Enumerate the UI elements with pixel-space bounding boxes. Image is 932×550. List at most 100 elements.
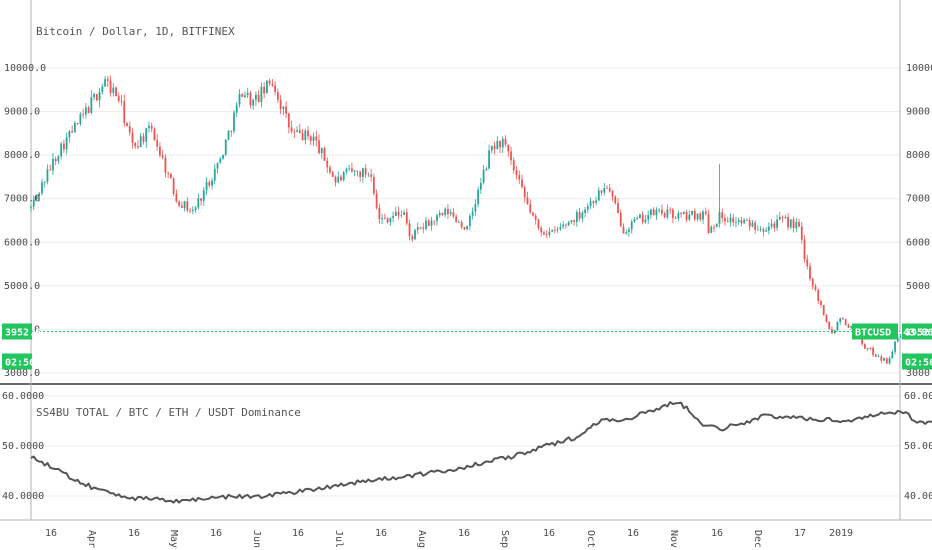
last-price-tag-right: 3952.6 (905, 327, 932, 338)
countdown-tag-left: 02:56:16 (5, 357, 53, 368)
dominance-tick-label-left: 60.0000 (2, 391, 44, 402)
candle-body (271, 83, 274, 86)
candle-body (381, 218, 384, 220)
candle-body (707, 213, 710, 233)
candle-body (617, 203, 619, 213)
dominance-line[interactable] (30, 401, 932, 504)
time-tick-label: Apr (86, 530, 97, 548)
candle-body (230, 130, 233, 132)
candle-body (611, 191, 614, 197)
candle-body (584, 209, 586, 213)
candle-body (397, 211, 400, 216)
candle-body (411, 236, 414, 240)
candle-body (386, 218, 389, 223)
candle-body (430, 220, 433, 226)
candle-body (523, 187, 526, 198)
candle-body (677, 212, 680, 219)
candle-body (732, 217, 735, 223)
price-tick-label-left: 6000.0 (4, 237, 40, 248)
candle-body (474, 204, 477, 212)
candle-body (367, 174, 370, 176)
candle-body (307, 130, 309, 137)
candle-body (265, 80, 268, 94)
candle-body (537, 219, 540, 229)
candle-body (123, 101, 126, 124)
candle-body (746, 219, 748, 221)
candle-body (76, 122, 79, 124)
candle-body (87, 107, 90, 113)
candle-body (205, 182, 208, 191)
candle-body (263, 86, 266, 94)
candle-body (359, 171, 362, 178)
candle-body (820, 300, 822, 305)
candle-body (180, 205, 183, 208)
time-tick-label: 2019 (829, 528, 853, 539)
price-tick-label-right: 3000.0 (906, 368, 932, 379)
candle-body (296, 130, 298, 132)
candle-body (630, 221, 633, 230)
candle-body (702, 211, 704, 220)
candle-body (660, 209, 663, 214)
candle-body (787, 216, 789, 228)
candle-body (227, 130, 230, 140)
candle-body (93, 94, 95, 98)
candle-body (441, 213, 444, 215)
candle-body (809, 266, 811, 279)
candle-body (134, 142, 137, 146)
candle-body (260, 86, 263, 102)
candle-body (713, 226, 715, 228)
candle-body (301, 133, 304, 140)
candle-body (159, 146, 161, 156)
candle-body (842, 318, 844, 320)
time-tick-label: 16 (292, 528, 304, 539)
candle-body (422, 227, 425, 229)
candle-body (216, 162, 219, 169)
candle-body (54, 158, 57, 162)
candle-body (427, 220, 430, 226)
candle-body (287, 113, 290, 128)
candle-body (551, 229, 554, 232)
candle-body (562, 224, 565, 227)
candle-body (521, 179, 523, 188)
price-tick-label-left: 5000.0 (4, 281, 40, 292)
candle-body (394, 211, 397, 216)
candle-body (345, 168, 348, 173)
candle-body (515, 170, 518, 176)
candle-body (191, 209, 194, 211)
candle-body (167, 172, 170, 174)
candle-body (748, 220, 751, 227)
countdown-tag-right: 02:56:16 (905, 357, 932, 368)
candle-body (754, 222, 757, 230)
candle-body (570, 220, 573, 223)
candle-body (320, 148, 323, 154)
candle-body (255, 94, 257, 100)
candle-body (806, 259, 809, 267)
candle-body (737, 220, 740, 223)
last-price-tag-left-bg (2, 323, 32, 340)
candle-body (433, 220, 436, 222)
candle-body (671, 209, 674, 218)
candle-body (139, 136, 142, 147)
candle-body (52, 158, 54, 171)
candle-body (880, 356, 883, 361)
last-price-tag-right-bg (902, 323, 932, 340)
candle-body (803, 239, 806, 260)
time-tick-label: Oct (585, 530, 596, 548)
dominance-series[interactable] (30, 401, 932, 504)
candle-body (38, 193, 41, 196)
candle-body (770, 223, 773, 227)
candle-body (798, 221, 800, 227)
time-tick-label: Jun (251, 530, 262, 548)
candle-body (482, 170, 485, 183)
candle-body (315, 136, 318, 141)
candle-body (117, 96, 120, 101)
candlestick-series[interactable] (30, 75, 932, 365)
candle-body (644, 219, 647, 223)
candle-body (795, 221, 798, 229)
candle-body (756, 229, 759, 231)
price-tick-label-right: 9000.0 (906, 107, 932, 118)
candle-body (814, 286, 817, 290)
time-tick-label: 16 (210, 528, 222, 539)
candle-body (452, 212, 455, 217)
price-tick-label-right: 8000.0 (906, 150, 932, 161)
